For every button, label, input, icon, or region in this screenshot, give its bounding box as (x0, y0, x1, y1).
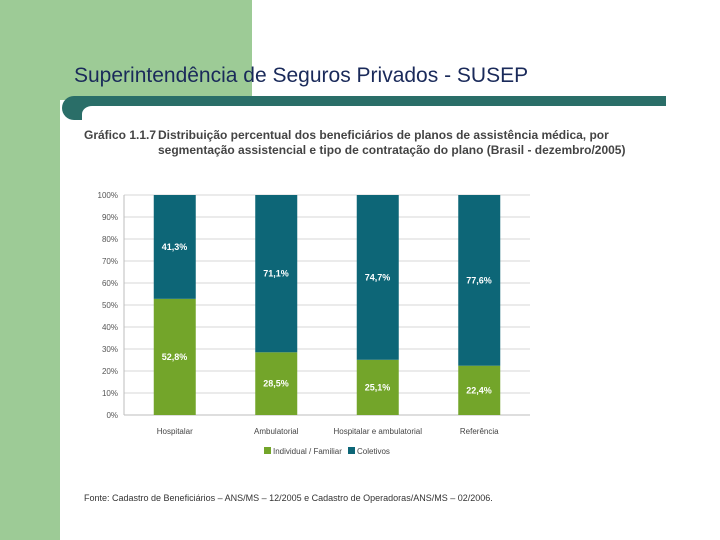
source-note: Fonte: Cadastro de Beneficiários – ANS/M… (84, 493, 493, 503)
bar-segment-individual (356, 359, 399, 415)
bar-segment-individual (458, 365, 501, 415)
chart-number-label: Gráfico 1.1.7 (84, 128, 157, 142)
y-tick-label: 20% (102, 367, 118, 376)
bar-segment-individual (255, 352, 298, 415)
data-label-individual: 52,8% (162, 352, 188, 362)
y-tick-label: 60% (102, 279, 118, 288)
data-label-coletivos: 41,3% (162, 242, 188, 252)
x-category-label: Hospitalar (157, 427, 193, 436)
y-tick-label: 80% (102, 235, 118, 244)
y-tick-label: 50% (102, 301, 118, 310)
x-category-label: Referência (460, 427, 499, 436)
bar-segment-coletivos (153, 195, 196, 299)
y-tick-label: 0% (106, 411, 118, 420)
y-tick-label: 10% (102, 389, 118, 398)
y-tick-label: 40% (102, 323, 118, 332)
data-label-individual: 28,5% (263, 379, 289, 389)
legend-label: Coletivos (357, 447, 390, 456)
legend-swatch (348, 447, 355, 454)
bar-segment-individual (153, 298, 196, 415)
slide-title: Superintendência de Seguros Privados - S… (74, 64, 529, 87)
top-accent-block (60, 0, 252, 100)
left-accent-bar (0, 0, 60, 540)
data-label-individual: 22,4% (466, 385, 492, 395)
y-tick-label: 90% (102, 213, 118, 222)
y-tick-label: 70% (102, 257, 118, 266)
chart-title: Distribuição percentual dos beneficiário… (158, 128, 626, 157)
data-label-coletivos: 77,6% (466, 275, 492, 285)
data-label-coletivos: 71,1% (263, 269, 289, 279)
title-underline-band (62, 96, 666, 120)
bar-segment-coletivos (356, 195, 399, 360)
legend-label: Individual / Familiar (273, 447, 342, 456)
legend-swatch (264, 447, 271, 454)
data-label-individual: 25,1% (365, 382, 391, 392)
y-tick-label: 100% (98, 191, 118, 200)
bar-segment-coletivos (255, 195, 298, 353)
y-tick-label: 30% (102, 345, 118, 354)
data-label-coletivos: 74,7% (365, 272, 391, 282)
bar-segment-coletivos (458, 195, 501, 366)
x-category-label: Ambulatorial (254, 427, 299, 436)
x-category-label: Hospitalar e ambulatorial (334, 427, 423, 436)
